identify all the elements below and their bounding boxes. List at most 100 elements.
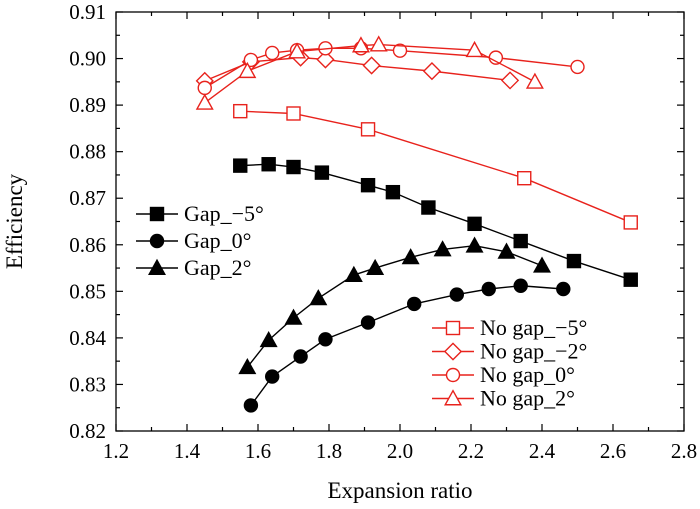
legends: Gap_−5°Gap_0°Gap_2°No gap_−5°No gap_−2°N… (136, 201, 587, 411)
x-tick-label: 2.0 (387, 439, 413, 463)
y-tick-label: 0.85 (69, 279, 106, 303)
plot-marks (195, 35, 638, 413)
data-point-gap-0deg (513, 278, 528, 293)
legend-marker (445, 367, 461, 383)
data-point-no-gap-0deg (488, 50, 504, 65)
data-point-no-gap-2deg (369, 35, 388, 52)
data-point-no-gap-2deg (238, 61, 257, 79)
legend-marker (444, 389, 462, 406)
data-point-gap-2deg (401, 248, 420, 265)
data-point-no-gap-0deg (197, 80, 212, 96)
x-tick-label: 2.6 (600, 439, 626, 463)
legend-label: No gap_−2° (480, 339, 587, 364)
series-gap-minus5deg (233, 157, 638, 287)
data-point-no-gap-0deg (392, 43, 408, 58)
data-point-gap-minus5deg (623, 272, 638, 287)
data-point-no-gap-minus2deg (500, 71, 520, 90)
data-point-no-gap-2deg (351, 36, 370, 53)
data-point-gap-2deg (344, 265, 363, 282)
x-tick-label: 1.6 (245, 439, 271, 463)
legend-marker (148, 258, 166, 275)
data-point-gap-minus5deg (286, 159, 301, 175)
x-tick-label: 2.4 (529, 439, 556, 463)
legend-entry: No gap_0° (432, 362, 575, 387)
y-axis-title: Efficiency (2, 173, 27, 269)
y-tick-label: 0.84 (69, 326, 106, 350)
series-no-gap-2deg (195, 35, 544, 110)
data-point-no-gap-minus5deg (360, 122, 376, 137)
legend-bottom-right: No gap_−5°No gap_−2°No gap_0°No gap_2° (432, 315, 587, 411)
legend-entry: No gap_−2° (432, 339, 587, 364)
data-point-gap-minus5deg (261, 157, 276, 172)
data-point-gap-2deg (366, 258, 385, 275)
x-tick-label: 2.2 (458, 439, 484, 463)
data-point-gap-0deg (318, 332, 333, 347)
x-tick-label: 1.8 (316, 439, 342, 463)
data-point-no-gap-minus5deg (286, 106, 301, 121)
data-point-no-gap-minus5deg (233, 103, 248, 119)
data-point-gap-0deg (407, 296, 422, 312)
data-point-no-gap-2deg (288, 42, 307, 59)
data-point-gap-0deg (243, 398, 259, 413)
y-tick-label: 0.86 (69, 233, 106, 257)
y-tick-label: 0.83 (69, 372, 106, 396)
data-point-gap-minus5deg (360, 177, 376, 193)
series-line-no-gap-2deg (204, 43, 536, 104)
y-tick-label: 0.89 (69, 93, 106, 117)
x-tick-label: 1.4 (174, 439, 201, 463)
data-point-gap-minus5deg (233, 158, 248, 173)
data-point-gap-minus5deg (421, 200, 436, 215)
y-tick-label: 0.91 (69, 0, 106, 24)
data-point-gap-0deg (360, 315, 376, 330)
y-tick-label: 0.90 (69, 47, 106, 71)
legend-marker (149, 206, 165, 222)
data-point-gap-0deg (293, 349, 308, 364)
data-point-gap-minus5deg (467, 216, 482, 232)
data-point-gap-2deg (238, 357, 257, 375)
data-point-gap-minus5deg (513, 233, 528, 249)
data-point-gap-2deg (497, 242, 516, 259)
legend-label: Gap_−5° (184, 201, 264, 226)
legend-entry: No gap_−5° (432, 315, 587, 340)
data-point-gap-2deg (309, 289, 328, 306)
data-point-no-gap-minus5deg (517, 171, 532, 186)
y-tick-label: 0.88 (69, 140, 106, 164)
legend-entry: Gap_2° (136, 255, 251, 280)
legend-marker (149, 233, 165, 249)
legend-entry: No gap_2° (432, 386, 575, 411)
data-point-no-gap-2deg (465, 40, 484, 58)
data-point-gap-2deg (259, 330, 278, 348)
data-point-no-gap-minus2deg (362, 56, 381, 75)
legend-entry: Gap_0° (136, 228, 251, 253)
x-tick-label: 2.8 (671, 439, 697, 463)
legend-left: Gap_−5°Gap_0°Gap_2° (136, 201, 264, 280)
data-point-gap-minus5deg (314, 165, 330, 180)
series-line-no-gap-0deg (204, 47, 578, 89)
legend-label: No gap_2° (480, 386, 575, 411)
legend-label: No gap_−5° (480, 315, 587, 340)
legend-label: No gap_0° (480, 362, 575, 387)
legend-label: Gap_0° (184, 228, 251, 253)
series-line-gap-0deg (250, 285, 564, 406)
data-point-gap-0deg (449, 287, 464, 302)
x-axis-title: Expansion ratio (328, 478, 473, 503)
legend-label: Gap_2° (184, 255, 251, 280)
legend-marker (445, 320, 461, 336)
data-point-gap-2deg (284, 308, 303, 325)
data-point-no-gap-minus2deg (422, 62, 442, 81)
data-point-no-gap-2deg (525, 72, 544, 89)
series-gap-2deg (238, 236, 551, 375)
data-point-no-gap-minus5deg (623, 215, 638, 230)
series-no-gap-minus5deg (233, 103, 638, 230)
data-point-gap-0deg (265, 369, 280, 384)
data-point-no-gap-minus2deg (316, 50, 335, 69)
data-point-no-gap-2deg (195, 93, 214, 110)
data-point-gap-2deg (465, 236, 484, 253)
data-point-no-gap-0deg (570, 59, 585, 75)
series-gap-0deg (243, 278, 571, 413)
data-point-gap-minus5deg (385, 184, 401, 200)
legend-marker (443, 342, 463, 361)
data-point-gap-2deg (533, 256, 551, 273)
axis-ticks: 1.2 1.4 1.6 1.8 2.0 2.2 2.4 2.6 2.8 0.82 0.83 0.84 0… (69, 0, 697, 463)
